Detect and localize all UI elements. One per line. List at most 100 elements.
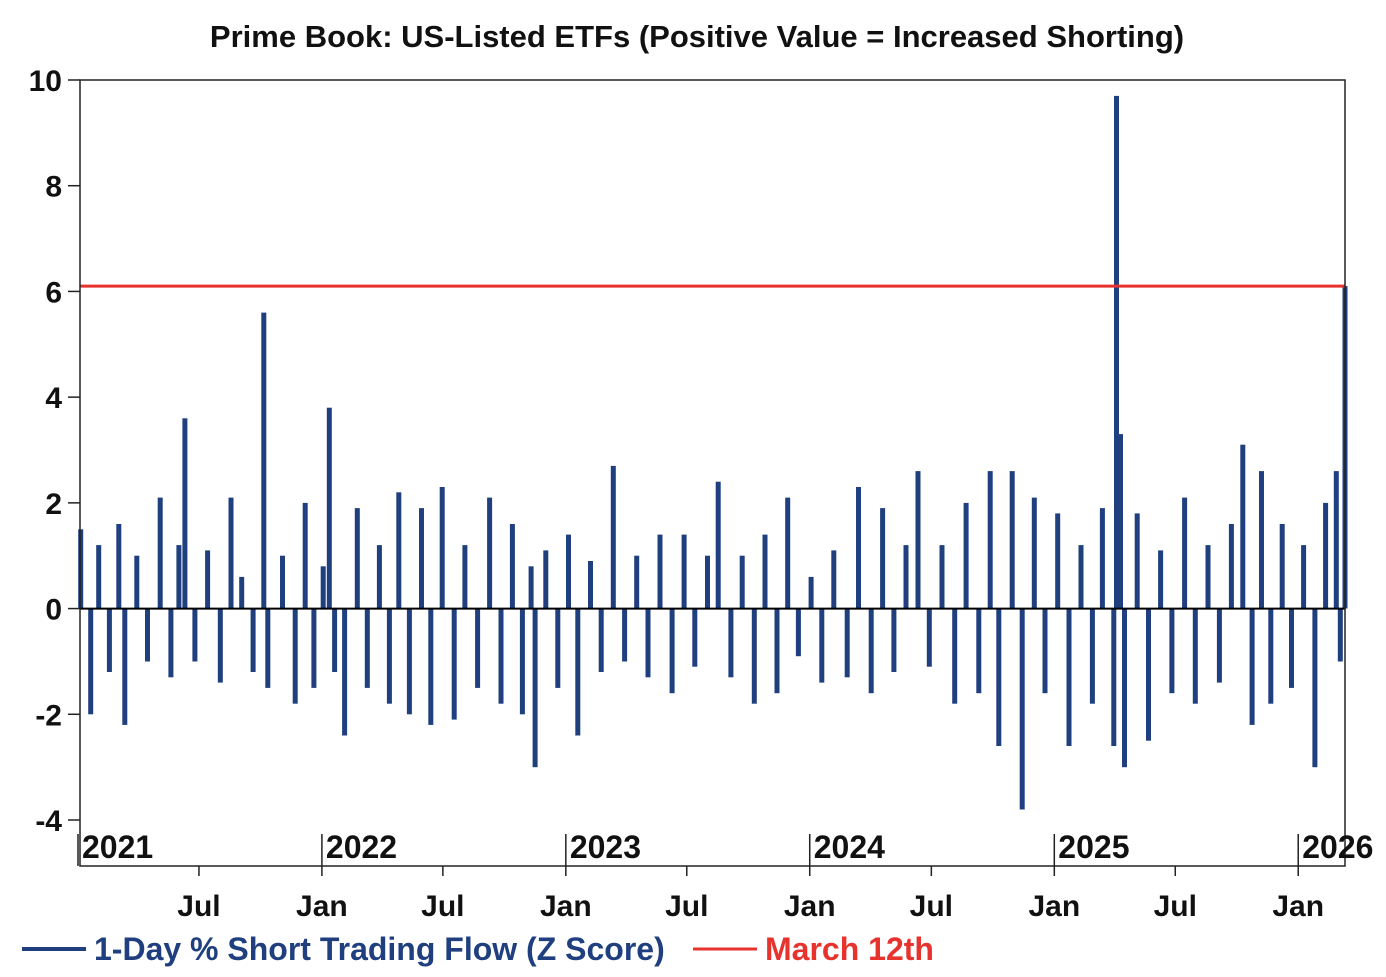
bar (265, 608, 271, 688)
y-tick-label: 10 (29, 65, 62, 98)
bar (728, 608, 734, 678)
month-tick-label: Jul (665, 890, 708, 923)
bar (610, 465, 616, 609)
bar (134, 555, 140, 609)
bar (326, 407, 332, 609)
bar (462, 545, 468, 609)
chart-title: Prime Book: US-Listed ETFs (Positive Val… (210, 19, 1184, 54)
year-tick-label: 2025 (1058, 829, 1129, 865)
y-tick-label: 2 (45, 488, 62, 521)
bar (192, 608, 198, 662)
bar (1066, 608, 1072, 746)
month-tick-label: Jul (1154, 890, 1197, 923)
bar (1216, 608, 1222, 683)
bar (774, 608, 780, 694)
y-tick-label: 8 (45, 171, 62, 204)
bar (1240, 444, 1246, 609)
bar (819, 608, 825, 683)
legend: 1-Day % Short Trading Flow (Z Score) Mar… (22, 931, 934, 967)
bar (1146, 608, 1151, 741)
y-tick-label: -2 (35, 699, 62, 732)
month-tick-label: Jul (177, 890, 220, 923)
bar (157, 497, 163, 609)
month-tick-label: Jan (1272, 890, 1324, 923)
bar (681, 534, 687, 609)
bar (292, 608, 298, 704)
bar (228, 497, 234, 609)
bar (844, 608, 850, 678)
bar (987, 471, 993, 609)
year-tick-label: 2022 (326, 829, 397, 865)
bar (498, 608, 504, 704)
bar (751, 608, 757, 704)
bar (657, 534, 663, 609)
bar (795, 608, 801, 657)
bar (1009, 471, 1015, 609)
y-tick-label: 0 (45, 594, 62, 627)
bar (311, 608, 317, 688)
bar (715, 481, 721, 609)
bar (880, 508, 886, 609)
y-tick-label: -4 (35, 805, 62, 838)
bar (856, 487, 861, 609)
bar (598, 608, 604, 672)
bar (364, 608, 370, 688)
plot-area (78, 95, 1348, 810)
bar (439, 487, 445, 609)
year-tick-label: 2023 (570, 829, 641, 865)
bar (1019, 608, 1025, 810)
legend-label-short-flow: 1-Day % Short Trading Flow (Z Score) (94, 931, 665, 967)
bar (168, 608, 174, 678)
year-tick-label: 2021 (82, 829, 153, 865)
bar (976, 608, 982, 694)
bar (645, 608, 651, 678)
bar (588, 561, 593, 609)
bar (509, 524, 515, 609)
bar (320, 566, 326, 609)
bar (555, 608, 561, 688)
bar (1042, 608, 1048, 694)
bar (217, 608, 223, 683)
bar (622, 608, 628, 662)
bar (1192, 608, 1198, 704)
month-tick-label: Jul (910, 890, 953, 923)
bar (386, 608, 392, 704)
bar (280, 555, 285, 609)
bar (1289, 608, 1294, 688)
bar (1122, 608, 1127, 768)
bar (566, 534, 571, 609)
month-tick-label: Jan (296, 890, 348, 923)
year-tick-label: 2024 (814, 829, 885, 865)
bar (1055, 513, 1061, 609)
bar (532, 608, 538, 768)
legend-label-march-12th: March 12th (765, 931, 934, 967)
bar (1333, 471, 1339, 609)
bar (116, 524, 122, 609)
bar (575, 608, 581, 736)
bar (1158, 550, 1164, 609)
bar (1182, 497, 1188, 609)
plot-frame (79, 79, 1346, 867)
bar (1118, 434, 1123, 609)
bar (342, 608, 348, 736)
bar (543, 550, 549, 609)
y-tick-label: 4 (45, 382, 62, 415)
bar (1268, 608, 1274, 704)
y-tick-label: 6 (45, 276, 62, 309)
bar (302, 502, 308, 609)
bar (926, 608, 932, 667)
bar (634, 555, 640, 609)
bar (785, 497, 791, 609)
bar (239, 576, 245, 609)
bar (903, 545, 909, 609)
bar (451, 608, 457, 720)
bar (739, 555, 745, 609)
bar (868, 608, 874, 694)
bar (669, 608, 675, 694)
bar (182, 418, 188, 609)
bar (952, 608, 958, 704)
bar (1337, 608, 1343, 662)
bar (1301, 545, 1307, 609)
bar (354, 508, 360, 609)
bar (106, 608, 112, 672)
